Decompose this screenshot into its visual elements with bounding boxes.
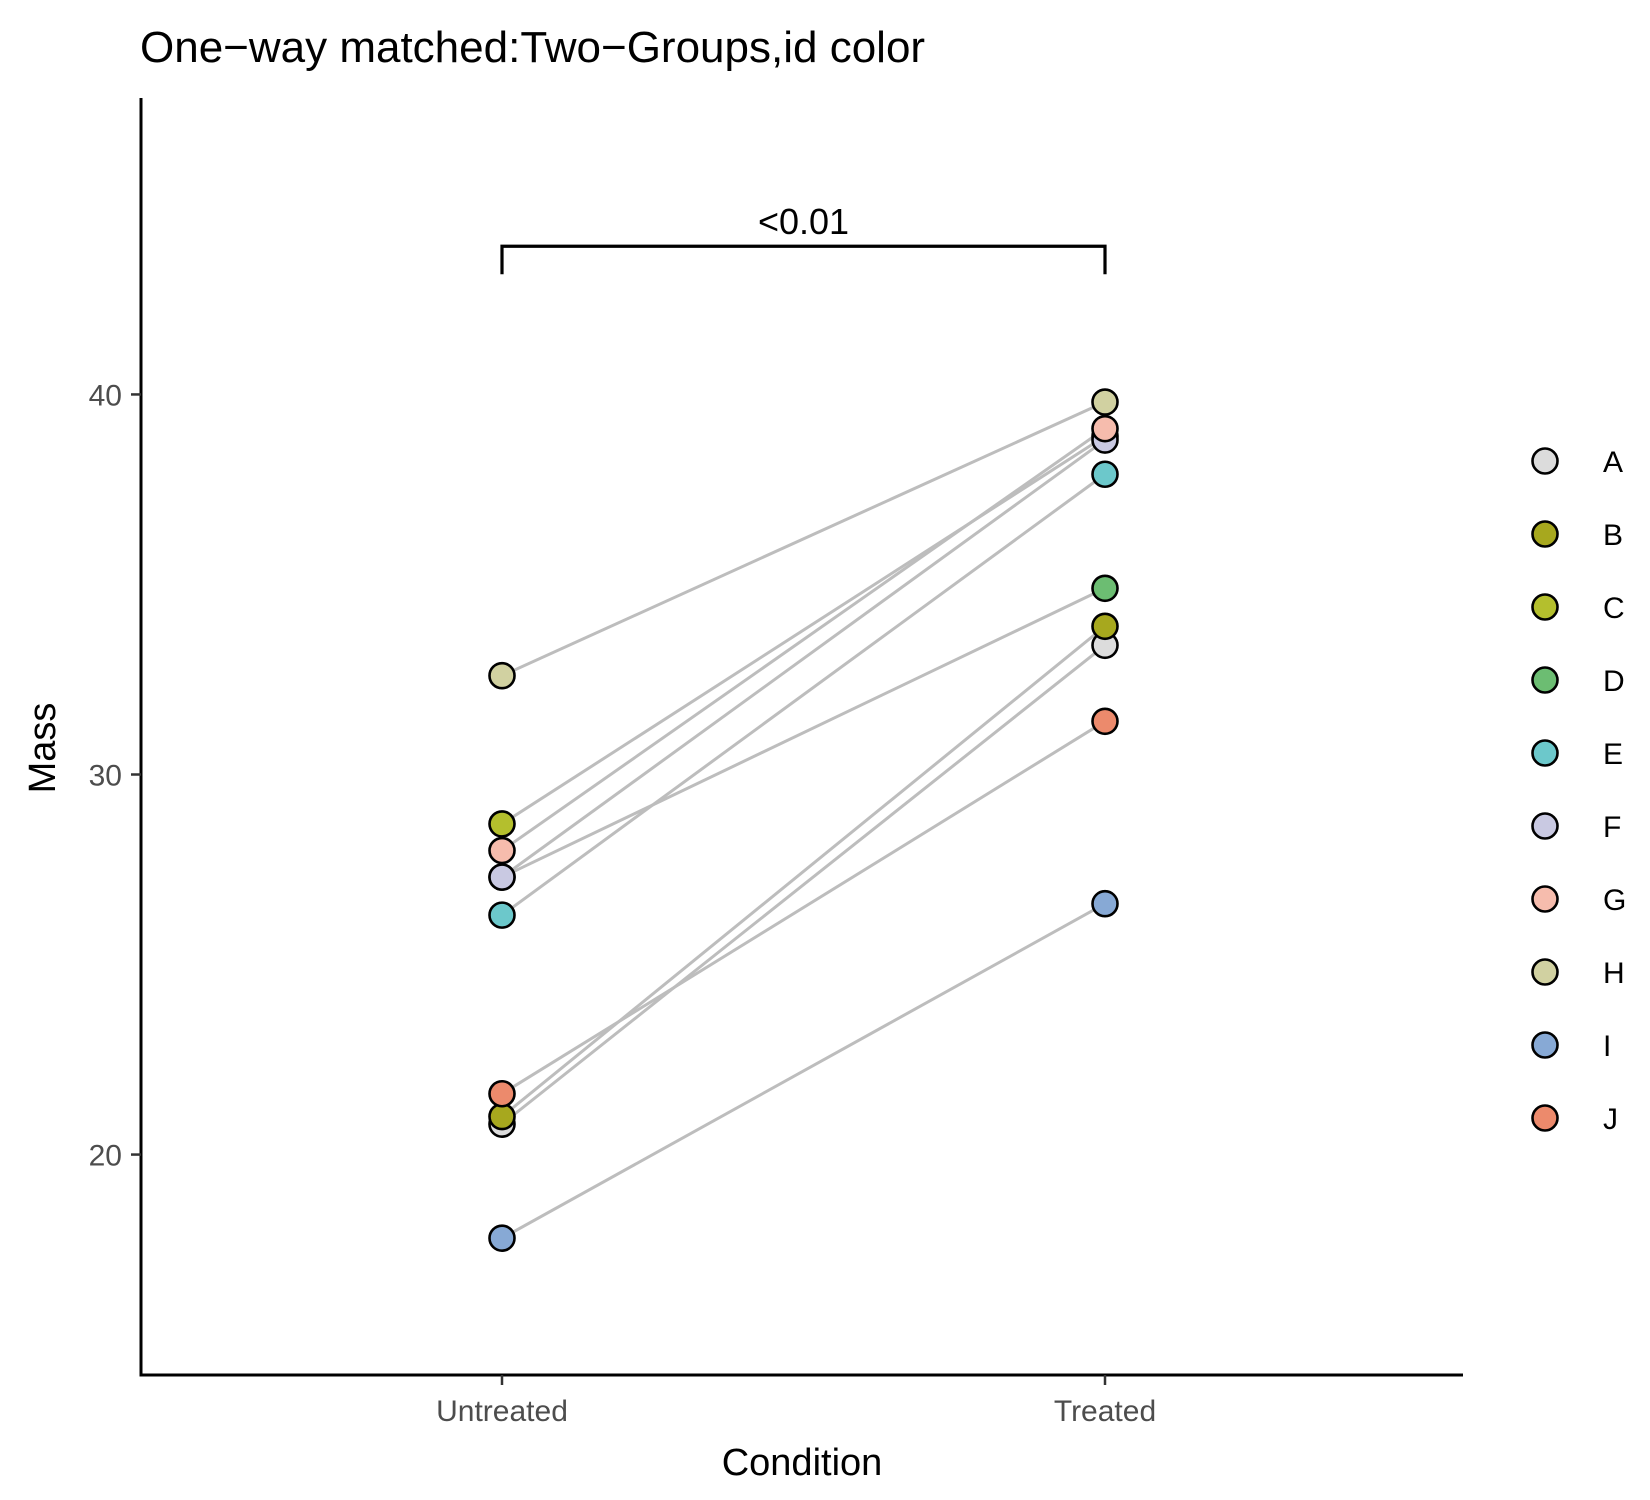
pair-line-D [501, 586, 1106, 879]
point-F-untreated [488, 863, 516, 891]
point-J-treated [1091, 707, 1119, 736]
point-G-treated [1091, 414, 1119, 443]
legend-label-F: F [1603, 811, 1621, 844]
y-axis-ticks: 20 30 40 [89, 379, 141, 1173]
legend-key-G [1531, 885, 1559, 913]
legend-label-C: C [1603, 592, 1625, 625]
point-B-untreated [488, 1102, 516, 1131]
legend-key-A [1531, 447, 1559, 475]
point-D-treated [1091, 574, 1119, 603]
legend-label-E: E [1603, 738, 1623, 771]
point-E-treated [1091, 460, 1119, 489]
legend-key-F [1531, 812, 1559, 840]
legend-key-E [1531, 739, 1559, 767]
x-tick-label-1: Treated [1054, 1395, 1156, 1428]
point-B-treated [1091, 612, 1119, 641]
x-tick-label-0: Untreated [436, 1395, 568, 1428]
x-axis-title: Condition [722, 1442, 883, 1484]
y-axis-title: Mass [22, 703, 64, 794]
point-H-untreated [488, 661, 516, 690]
legend-key-B [1531, 520, 1559, 548]
p-value-label: <0.01 [758, 201, 849, 242]
point-J-untreated [488, 1079, 516, 1108]
pair-line-I [501, 902, 1106, 1240]
pair-line-C [501, 434, 1106, 826]
point-I-untreated [488, 1224, 516, 1252]
legend-key-J [1531, 1104, 1559, 1132]
y-tick-label-0: 20 [89, 1140, 122, 1173]
legend-key-H [1531, 958, 1559, 986]
legend-key-D [1531, 666, 1559, 694]
pair-line-J [501, 720, 1106, 1096]
pair-line-E [501, 473, 1106, 917]
legend-label-D: D [1603, 665, 1625, 698]
legend: A B C D E F G H I J [1531, 446, 1626, 1136]
pair-line-G [501, 427, 1106, 852]
legend-label-B: B [1603, 519, 1623, 552]
point-H-treated [1091, 388, 1119, 416]
bracket-line [500, 244, 1107, 275]
point-C-untreated [488, 810, 516, 838]
point-E-untreated [488, 901, 516, 929]
legend-label-H: H [1603, 957, 1625, 990]
chart-title: One−way matched:Two−Groups,id color [140, 23, 925, 72]
legend-label-A: A [1603, 446, 1623, 479]
legend-key-I [1531, 1031, 1559, 1059]
pair-line-B [501, 625, 1106, 1118]
x-axis-ticks: Untreated Treated [436, 1375, 1156, 1428]
pair-line-A [501, 644, 1106, 1126]
pair-lines [501, 400, 1106, 1240]
point-I-treated [1091, 889, 1119, 918]
pair-line-H [501, 400, 1106, 678]
legend-label-I: I [1603, 1030, 1611, 1063]
significance-bracket: <0.01 [500, 201, 1107, 275]
legend-label-G: G [1603, 884, 1626, 917]
legend-key-C [1531, 593, 1559, 621]
y-tick-label-2: 40 [89, 379, 122, 412]
point-G-untreated [488, 836, 516, 865]
legend-label-J: J [1603, 1103, 1618, 1136]
pair-line-F [501, 438, 1106, 879]
data-points [488, 388, 1119, 1252]
y-tick-label-1: 30 [89, 760, 122, 793]
